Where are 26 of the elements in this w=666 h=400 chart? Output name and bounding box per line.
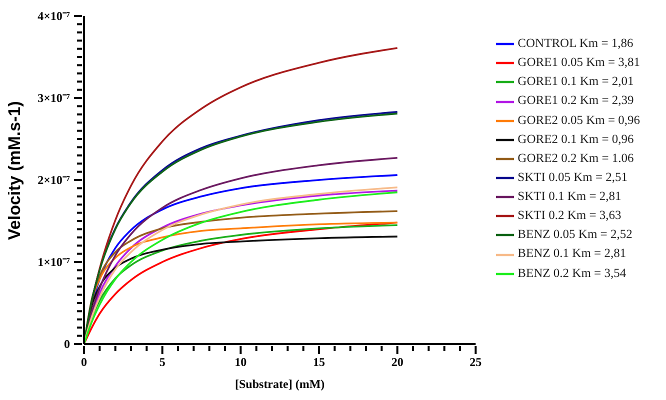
- x-axis-title: [Substrate] (mM): [235, 377, 325, 391]
- y-tick-label: 2×10⁻⁷: [38, 173, 70, 187]
- x-tick-label: 10: [234, 355, 247, 369]
- legend-label: GORE2 0.2 Km = 1.06: [518, 150, 634, 165]
- legend-label: CONTROL Km = 1,86: [518, 36, 634, 50]
- y-axis-title: Velocity (mM.s-1): [5, 101, 24, 240]
- legend-label: SKTI 0.1 Km = 2,81: [518, 189, 622, 203]
- x-tick-label: 0: [81, 355, 87, 369]
- y-tick-label: 0: [64, 337, 70, 351]
- legend-label: GORE1 0.2 Km = 2,39: [518, 93, 634, 108]
- legend-label: GORE1 0.1 Km = 2,01: [518, 74, 634, 88]
- legend-label: SKTI 0.2 Km = 3,63: [518, 208, 622, 222]
- legend-label: BENZ 0.2 Km = 3,54: [518, 266, 626, 280]
- x-tick-label: 15: [313, 355, 326, 369]
- x-tick-label: 20: [391, 355, 404, 369]
- x-tick-label: 25: [470, 355, 482, 369]
- y-tick-label: 3×10⁻⁷: [38, 91, 70, 105]
- legend-label: BENZ 0.05 Km = 2,52: [518, 227, 632, 242]
- legend-label: SKTI 0.05 Km = 2,51: [518, 170, 628, 184]
- legend-label: BENZ 0.1 Km = 2,81: [518, 246, 626, 260]
- legend-label: GORE2 0.05 Km = 0,96: [518, 112, 640, 126]
- legend-label: GORE2 0.1 Km = 0,96: [518, 132, 634, 146]
- legend-label: GORE1 0.05 Km = 3,81: [518, 55, 640, 70]
- y-tick-label: 1×10⁻⁷: [38, 255, 70, 269]
- x-tick-label: 5: [159, 355, 166, 369]
- y-tick-label: 4×10⁻⁷: [38, 9, 70, 23]
